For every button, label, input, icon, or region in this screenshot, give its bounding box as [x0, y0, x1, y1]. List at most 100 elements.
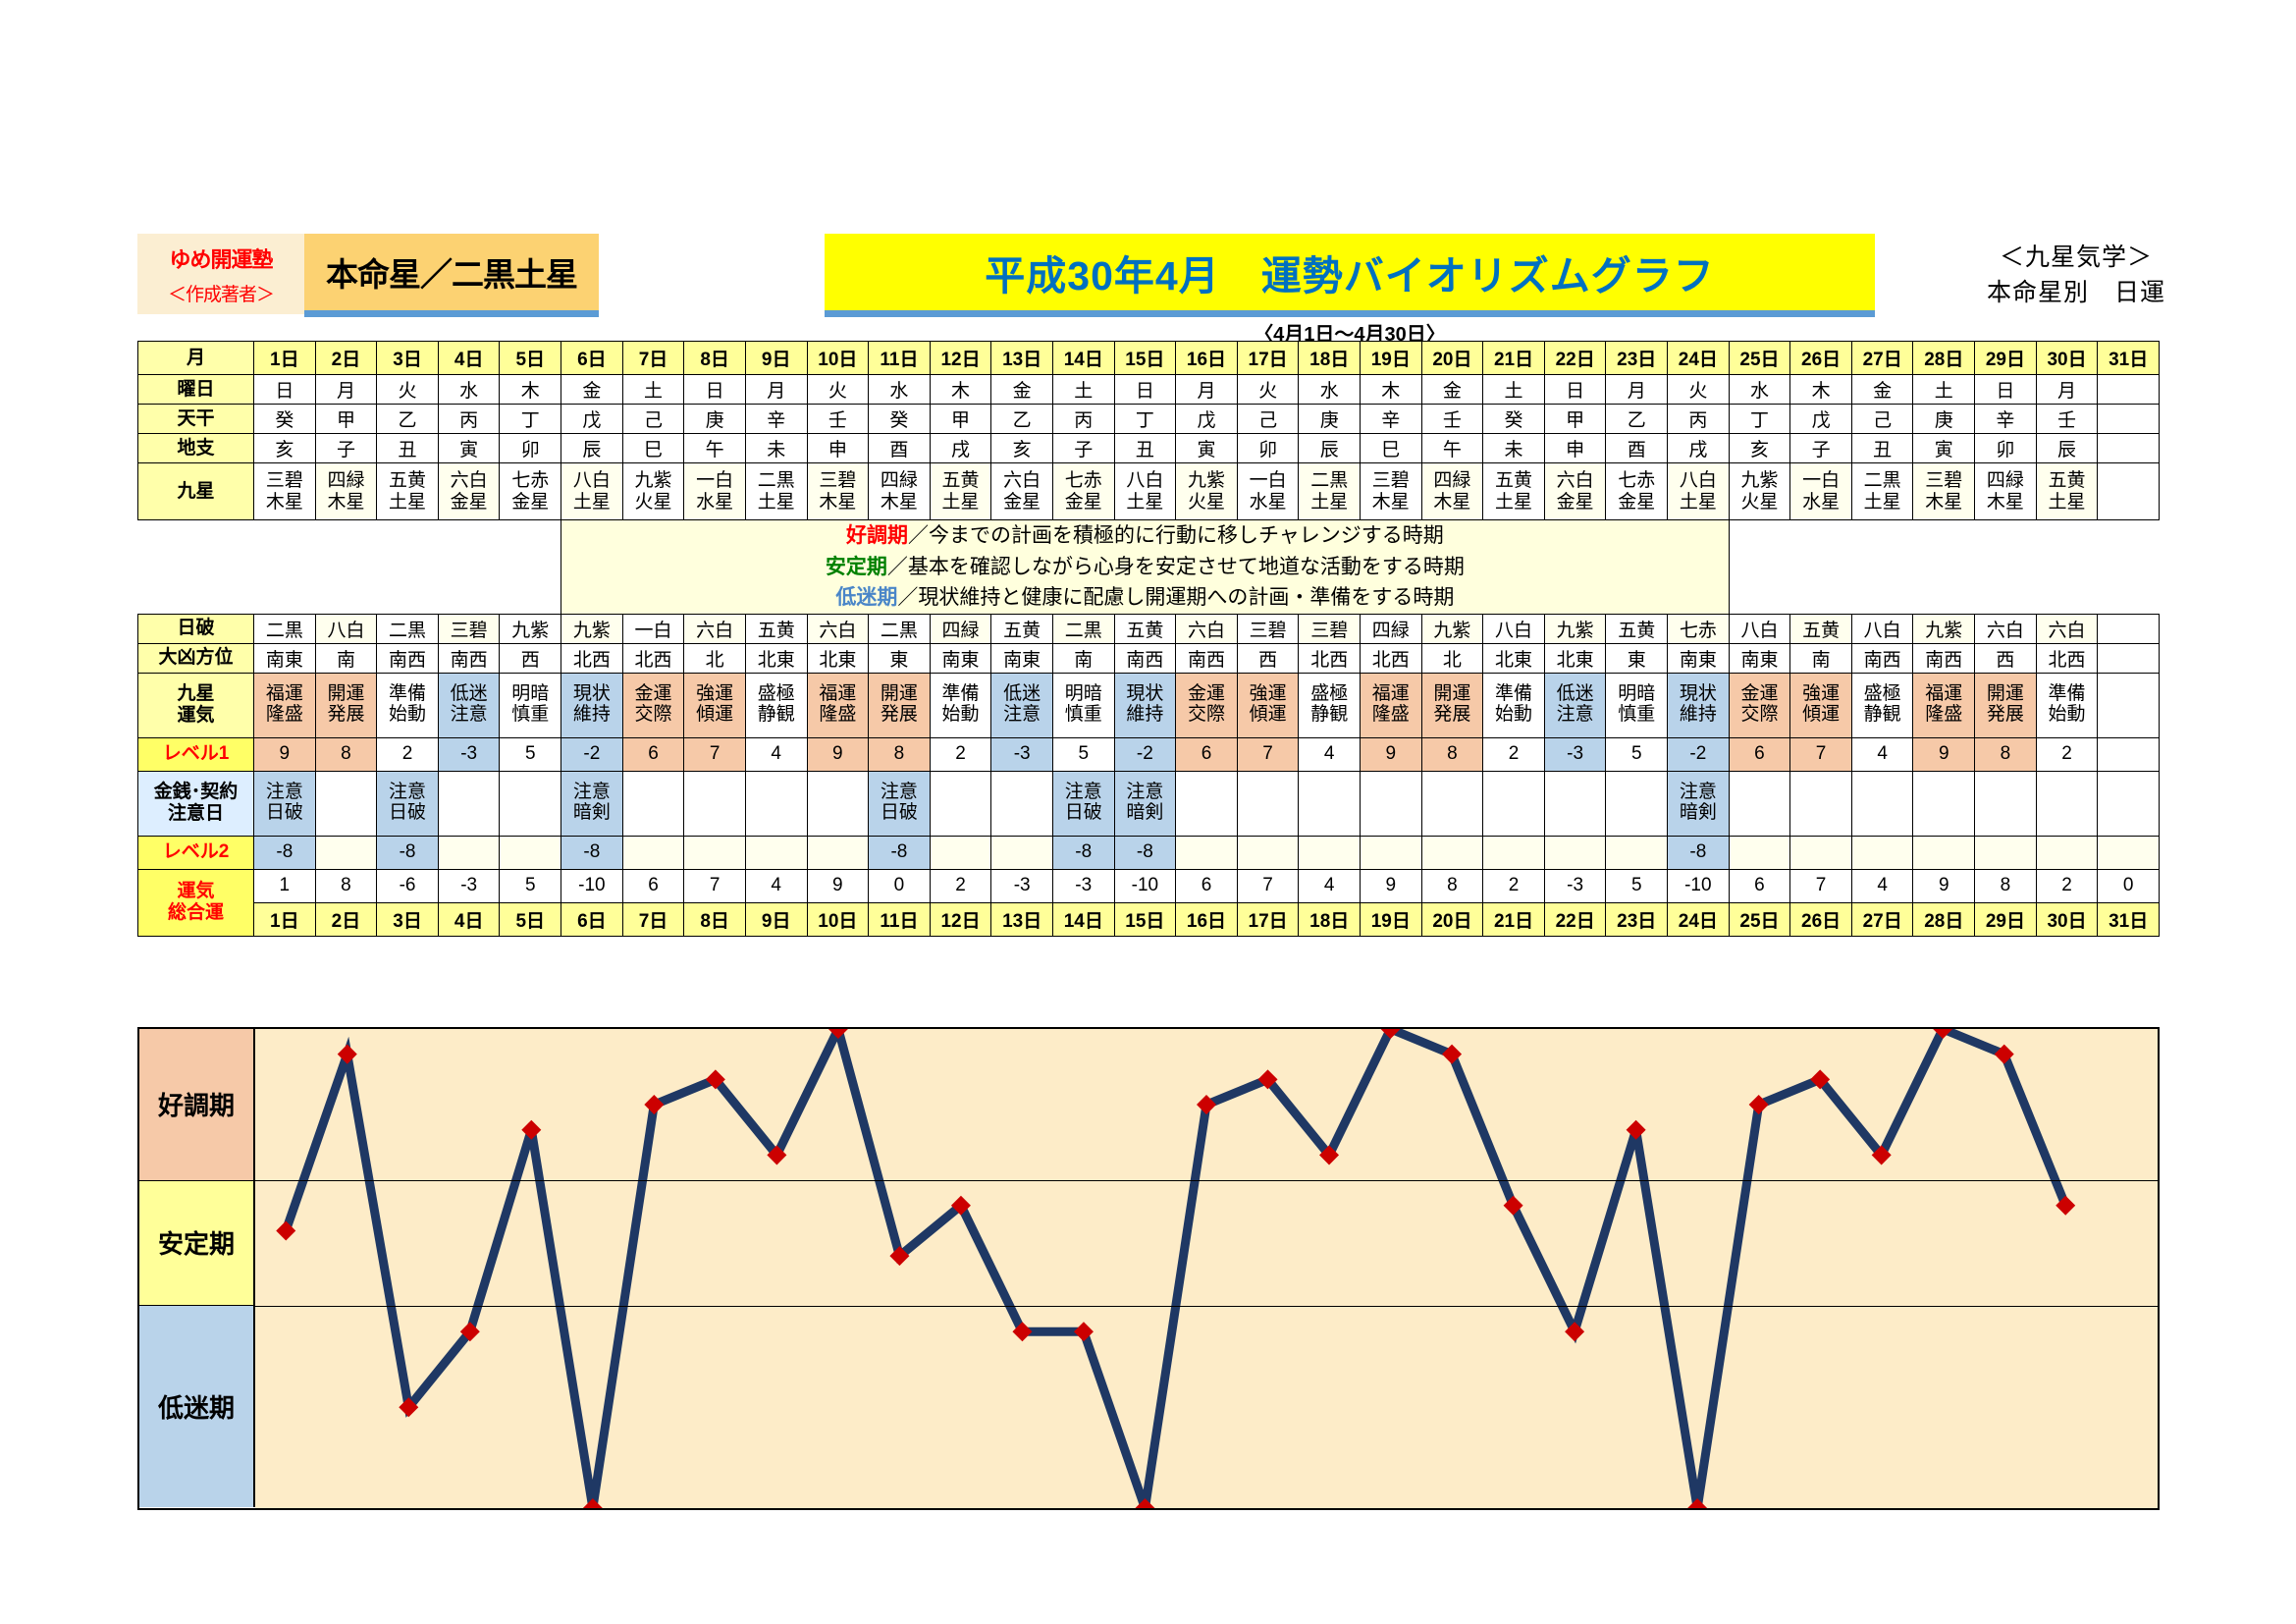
- day-header[interactable]: 26日: [1789, 341, 1852, 375]
- tenkan-cell: 丁: [499, 404, 562, 434]
- caution-cell: [990, 770, 1053, 837]
- day-footer[interactable]: 31日: [2097, 901, 2160, 937]
- daikyo-cell: 東: [1605, 642, 1669, 674]
- day-header[interactable]: 19日: [1360, 341, 1422, 375]
- day-header[interactable]: 11日: [868, 341, 931, 375]
- day-header[interactable]: 15日: [1113, 341, 1177, 375]
- main-title-box: 平成30年4月 運勢バイオリズムグラフ: [825, 234, 1875, 317]
- day-footer[interactable]: 18日: [1298, 901, 1361, 937]
- day-header[interactable]: 14日: [1051, 341, 1115, 375]
- day-footer[interactable]: 25日: [1728, 901, 1791, 937]
- level2-cell: [437, 835, 501, 870]
- day-footer[interactable]: 5日: [499, 901, 562, 937]
- chishi-cell: 未: [744, 433, 808, 463]
- day-footer[interactable]: 27日: [1850, 901, 1914, 937]
- day-header[interactable]: 28日: [1912, 341, 1976, 375]
- day-header[interactable]: 17日: [1236, 341, 1300, 375]
- day-header[interactable]: 25日: [1728, 341, 1791, 375]
- day-header[interactable]: 6日: [561, 341, 623, 375]
- day-footer[interactable]: 14日: [1051, 901, 1115, 937]
- day-header[interactable]: 1日: [253, 341, 316, 375]
- day-footer[interactable]: 11日: [868, 901, 931, 937]
- tenkan-cell: 甲: [929, 404, 992, 434]
- day-footer[interactable]: 10日: [806, 901, 870, 937]
- day-header[interactable]: 13日: [990, 341, 1053, 375]
- tenkan-cell: 丁: [1728, 404, 1791, 434]
- legend-spacer-right: [2036, 519, 2098, 614]
- day-footer[interactable]: 7日: [621, 901, 685, 937]
- day-footer[interactable]: 24日: [1667, 901, 1730, 937]
- day-header[interactable]: 7日: [621, 341, 685, 375]
- day-header[interactable]: 24日: [1667, 341, 1730, 375]
- day-footer[interactable]: 16日: [1175, 901, 1238, 937]
- day-header[interactable]: 30日: [2035, 341, 2099, 375]
- kyusei-cell: 一白 水星: [1236, 462, 1300, 520]
- day-footer[interactable]: 13日: [990, 901, 1053, 937]
- tenkan-cell: 癸: [868, 404, 931, 434]
- day-footer[interactable]: 15日: [1113, 901, 1177, 937]
- caution-cell: [499, 770, 562, 837]
- day-footer[interactable]: 1日: [253, 901, 316, 937]
- level2-cell: [314, 835, 378, 870]
- tenkan-cell: 己: [1850, 404, 1914, 434]
- day-footer[interactable]: 17日: [1236, 901, 1300, 937]
- chishi-cell: 戌: [929, 433, 992, 463]
- tenkan-cell: 壬: [2035, 404, 2099, 434]
- table-row: 九星 運気 福運 隆盛 開運 発展 準備 始動 低迷 注意 明暗 慎重 現状 維持 金運 交際 強運 傾運 盛極 静観…: [136, 672, 2160, 738]
- tenkan-cell: 辛: [744, 404, 808, 434]
- day-header[interactable]: 21日: [1482, 341, 1545, 375]
- day-footer[interactable]: 28日: [1912, 901, 1976, 937]
- day-footer[interactable]: 30日: [2035, 901, 2099, 937]
- day-header[interactable]: 2日: [314, 341, 378, 375]
- caution-cell-active: 注意 暗剣: [561, 770, 623, 837]
- nippa-cell: 九紫: [561, 613, 623, 644]
- caution-cell-active: 注意 暗剣: [1113, 770, 1177, 837]
- day-header[interactable]: 12日: [929, 341, 992, 375]
- day-footer[interactable]: 21日: [1482, 901, 1545, 937]
- day-header[interactable]: 29日: [1974, 341, 2037, 375]
- level2-cell: [1420, 835, 1484, 870]
- caution-cell: [683, 770, 746, 837]
- day-header[interactable]: 27日: [1850, 341, 1914, 375]
- day-footer[interactable]: 6日: [561, 901, 623, 937]
- day-header[interactable]: 4日: [437, 341, 501, 375]
- total-value-cell: -10: [1667, 868, 1730, 903]
- day-header[interactable]: 16日: [1175, 341, 1238, 375]
- day-header[interactable]: 18日: [1298, 341, 1361, 375]
- total-value-cell: 0: [868, 868, 931, 903]
- day-footer[interactable]: 4日: [437, 901, 501, 937]
- day-header[interactable]: 22日: [1543, 341, 1607, 375]
- day-header[interactable]: 9日: [744, 341, 808, 375]
- day-footer[interactable]: 8日: [683, 901, 746, 937]
- daikyo-cell: 北西: [1298, 642, 1361, 674]
- day-header[interactable]: 3日: [376, 341, 439, 375]
- day-header[interactable]: 8日: [683, 341, 746, 375]
- day-footer[interactable]: 22日: [1543, 901, 1607, 937]
- kyusei-cell: 二黒 土星: [1298, 462, 1361, 520]
- day-header[interactable]: 20日: [1420, 341, 1484, 375]
- total-value-cell: -6: [376, 868, 439, 903]
- row-label-tenkan: 天干: [136, 404, 255, 434]
- weekday-cell: 火: [1667, 374, 1730, 405]
- day-footer[interactable]: 12日: [929, 901, 992, 937]
- day-footer[interactable]: 29日: [1974, 901, 2037, 937]
- day-footer[interactable]: 2日: [314, 901, 378, 937]
- kyusei-cell: 四緑 木星: [314, 462, 378, 520]
- day-header[interactable]: 23日: [1605, 341, 1669, 375]
- kyusei-unki-cell: 強運 傾運: [1236, 672, 1300, 738]
- day-header[interactable]: 10日: [806, 341, 870, 375]
- day-footer[interactable]: 20日: [1420, 901, 1484, 937]
- weekday-cell: 月: [314, 374, 378, 405]
- day-header[interactable]: 31日: [2097, 341, 2160, 375]
- day-footer[interactable]: 9日: [744, 901, 808, 937]
- day-footer[interactable]: 3日: [376, 901, 439, 937]
- author-box: ゆめ開運塾 ＜作成著者＞: [137, 234, 304, 314]
- day-footer[interactable]: 23日: [1605, 901, 1669, 937]
- day-footer[interactable]: 19日: [1360, 901, 1422, 937]
- row-label-chishi: 地支: [136, 433, 255, 463]
- kyusei-cell: 七赤 金星: [499, 462, 562, 520]
- tenkan-cell: 甲: [1543, 404, 1607, 434]
- row-label-level2: レベル2: [136, 835, 255, 870]
- day-footer[interactable]: 26日: [1789, 901, 1852, 937]
- day-header[interactable]: 5日: [499, 341, 562, 375]
